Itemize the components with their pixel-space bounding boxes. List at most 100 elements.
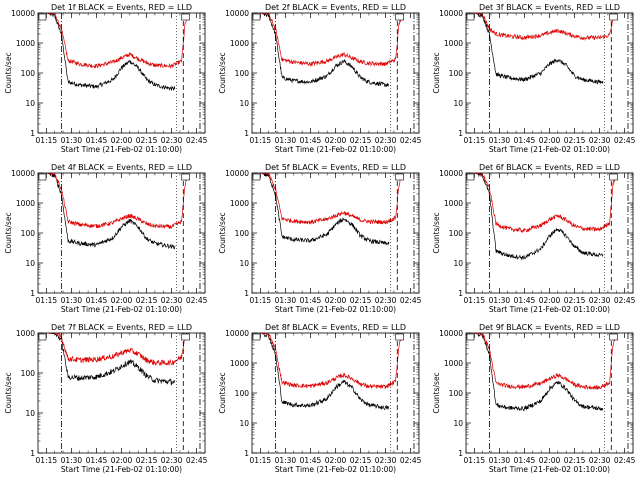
panel-title: Det 1f BLACK = Events, RED = LLD [51,3,192,12]
detector-panel: Det 1f BLACK = Events, RED = LLD 1 10 100 10… [4,3,208,154]
plot-frame [465,332,634,454]
series-line-lld [46,173,189,229]
x-tick-label: 01:15 [250,136,272,145]
x-axis-label: Start Time (21-Feb-02 01:10:00) [489,145,610,154]
x-tick-label: 02:15 [136,296,158,305]
x-tick-label: 02:00 [539,456,561,465]
x-tick-label: 01:45 [300,136,322,145]
y-tick-label: 1 [244,449,249,458]
series-line-events [260,13,390,88]
detector-panel: Det 4f BLACK = Events, RED = LLD 1 10 100 10… [4,163,208,314]
y-axis-label: Counts/sec [4,212,13,253]
y-tick-label: 10 [239,259,249,268]
x-tick-label: 02:30 [589,456,611,465]
flag-box [395,173,404,181]
flag-box [395,13,404,21]
x-tick-label: 02:45 [400,296,422,305]
y-tick-label: 1000 [230,199,249,208]
series-line-lld [260,173,403,225]
x-tick-label: 01:15 [36,136,58,145]
series-line-events [46,333,176,386]
x-tick-label: 02:00 [325,456,347,465]
x-tick-label: 01:30 [489,136,511,145]
detector-panel: Det 3f BLACK = Events, RED = LLD 1 10 100 10… [432,3,636,154]
y-tick-label: 10 [25,99,35,108]
x-axis-label: Start Time (21-Feb-02 01:10:00) [489,465,610,474]
panel-title: Det 8f BLACK = Events, RED = LLD [265,323,406,332]
x-tick-label: 01:15 [250,456,272,465]
y-tick-label: 10 [25,409,35,418]
detector-panel: Det 8f BLACK = Events, RED = LLD 1 10 100 10… [218,323,422,474]
flag-box [38,13,47,21]
flag-box [181,333,190,341]
flag-box [252,173,261,181]
series-line-events [474,333,604,412]
detector-panel: Det 7f BLACK = Events, RED = LLD 1 10 100 10… [4,323,208,474]
x-axis-label: Start Time (21-Feb-02 01:10:00) [275,305,396,314]
y-tick-label: 10 [239,419,249,428]
x-tick-label: 01:30 [275,456,297,465]
y-tick-label: 1000 [16,199,35,208]
y-tick-label: 10 [239,99,249,108]
series-line-lld [260,13,403,68]
y-tick-label: 1000 [16,39,35,48]
x-tick-label: 01:15 [36,296,58,305]
x-tick-label: 02:45 [186,456,208,465]
flag-box [609,173,618,181]
y-axis-label: Counts/sec [218,52,227,93]
y-tick-label: 10000 [225,169,249,178]
y-tick-label: 100 [235,229,250,238]
plot-frame [251,172,420,294]
detector-panel: Det 9f BLACK = Events, RED = LLD 1 10 100 10… [432,323,636,474]
x-tick-label: 02:00 [111,456,133,465]
x-axis-label: Start Time (21-Feb-02 01:10:00) [61,145,182,154]
flag-box [252,333,261,341]
y-tick-label: 100 [449,69,464,78]
flag-box [466,13,475,21]
series-line-lld [46,13,189,69]
y-tick-label: 1000 [230,39,249,48]
panel-title: Det 6f BLACK = Events, RED = LLD [479,163,620,172]
series-line-events [46,13,176,91]
x-tick-label: 02:00 [539,136,561,145]
series-line-events [474,13,604,85]
x-tick-label: 01:15 [464,456,486,465]
x-tick-label: 02:00 [325,136,347,145]
x-tick-label: 02:45 [614,456,636,465]
x-tick-label: 02:15 [564,136,586,145]
series-line-lld [474,333,617,390]
x-tick-label: 01:45 [86,456,108,465]
x-tick-label: 02:30 [375,136,397,145]
x-axis-label: Start Time (21-Feb-02 01:10:00) [489,305,610,314]
y-tick-label: 10000 [11,9,35,18]
y-tick-label: 10 [453,419,463,428]
x-tick-label: 01:15 [250,296,272,305]
y-tick-label: 100 [21,69,36,78]
x-tick-label: 02:15 [136,456,158,465]
x-tick-label: 02:30 [161,456,183,465]
flag-box [252,13,261,21]
y-tick-label: 1000 [444,199,463,208]
plot-frame [465,172,634,294]
plot-frame [37,172,206,294]
x-tick-label: 01:30 [275,296,297,305]
plot-frame [251,332,420,454]
x-tick-label: 02:15 [564,296,586,305]
y-tick-label: 10000 [225,329,249,338]
panel-title: Det 7f BLACK = Events, RED = LLD [51,323,192,332]
x-axis-label: Start Time (21-Feb-02 01:10:00) [275,465,396,474]
x-tick-label: 02:45 [186,136,208,145]
panel-title: Det 3f BLACK = Events, RED = LLD [479,3,620,12]
y-tick-label: 1 [458,289,463,298]
series-line-events [474,173,604,261]
y-tick-label: 10000 [225,9,249,18]
x-tick-label: 01:45 [514,456,536,465]
y-tick-label: 1 [244,289,249,298]
y-tick-label: 1 [458,129,463,138]
flag-box [609,333,618,341]
y-axis-label: Counts/sec [218,372,227,413]
x-tick-label: 02:30 [589,136,611,145]
x-tick-label: 01:30 [61,456,83,465]
y-axis-label: Counts/sec [218,212,227,253]
